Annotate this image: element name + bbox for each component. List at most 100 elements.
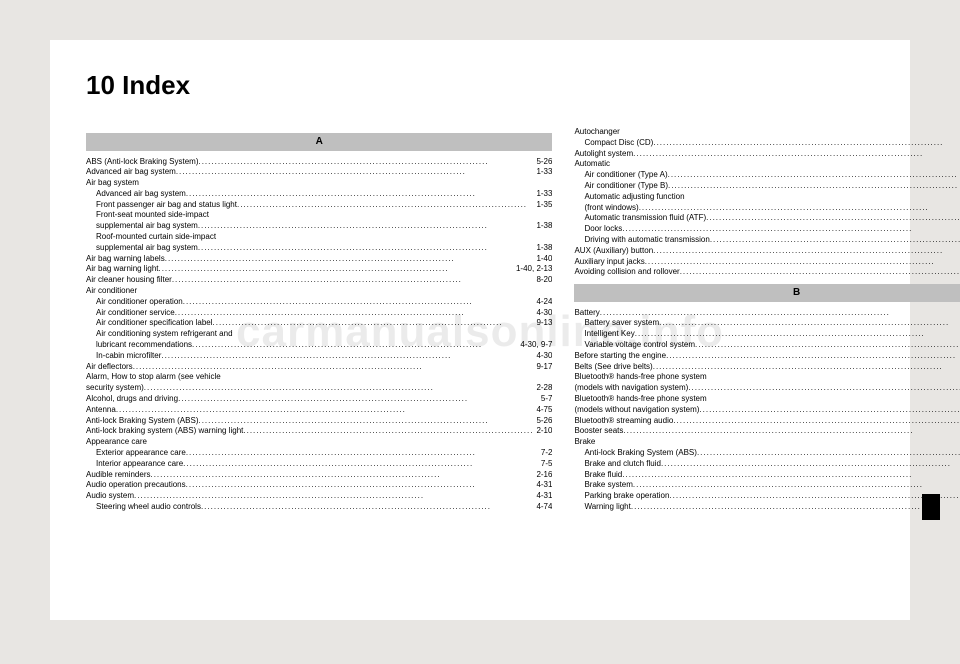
index-entry: Antenna.................................… bbox=[86, 405, 552, 416]
index-heading: Roof-mounted curtain side-impact bbox=[86, 232, 552, 243]
index-page-ref: 1-33 bbox=[533, 189, 552, 200]
index-entry: Battery saver system....................… bbox=[574, 318, 960, 329]
index-entry-label: Driving with automatic transmission bbox=[584, 235, 709, 246]
index-entry-label: Air cleaner housing filter bbox=[86, 275, 172, 286]
index-page-ref: 4-75 bbox=[533, 405, 552, 416]
index-heading: Air conditioning system refrigerant and bbox=[86, 329, 552, 340]
index-heading: Automatic adjusting function bbox=[574, 192, 960, 203]
index-leader-dots: ........................................… bbox=[669, 491, 960, 502]
index-leader-dots: ........................................… bbox=[172, 275, 534, 286]
index-page-ref: 9-13 bbox=[533, 318, 552, 329]
manual-page: 10 Index A ABS (Anti-lock Braking System)… bbox=[50, 40, 910, 620]
index-entry: (front windows).........................… bbox=[574, 203, 960, 214]
chapter-title: 10 Index bbox=[86, 70, 874, 101]
index-heading: Air conditioner bbox=[86, 286, 552, 297]
index-entry: Audible reminders.......................… bbox=[86, 470, 552, 481]
index-entry: AUX (Auxiliary) button..................… bbox=[574, 246, 960, 257]
index-page-ref: 4-30 bbox=[533, 308, 552, 319]
index-page-ref: 1-38 bbox=[533, 221, 552, 232]
index-leader-dots: ........................................… bbox=[688, 383, 960, 394]
index-page-ref: 1-40 bbox=[533, 254, 552, 265]
index-entry-label: Door locks bbox=[584, 224, 622, 235]
index-page-ref: 9-17 bbox=[533, 362, 552, 373]
index-column-1: A ABS (Anti-lock Braking System).........… bbox=[86, 127, 552, 513]
index-heading-label: Bluetooth® hands-free phone system bbox=[574, 372, 706, 383]
index-leader-dots: ........................................… bbox=[213, 318, 534, 329]
index-entry: Bluetooth® streaming audio..............… bbox=[574, 416, 960, 427]
index-entry: Brake fluid.............................… bbox=[574, 470, 960, 481]
index-entry: ABS (Anti-lock Braking System)..........… bbox=[86, 157, 552, 168]
index-entry-label: Interior appearance care bbox=[96, 459, 183, 470]
index-entry-label: Air bag warning light bbox=[86, 264, 158, 275]
index-leader-dots: ........................................… bbox=[198, 416, 533, 427]
index-heading-label: Air conditioner bbox=[86, 286, 137, 297]
index-entry-label: Anti-lock Braking System (ABS) bbox=[86, 416, 198, 427]
index-heading-label: Bluetooth® hands-free phone system bbox=[574, 394, 706, 405]
index-leader-dots: ........................................… bbox=[706, 213, 960, 224]
index-page-ref: 1-38 bbox=[533, 243, 552, 254]
index-entry-label: Parking brake operation bbox=[584, 491, 669, 502]
index-entry-label: (models with navigation system) bbox=[574, 383, 688, 394]
index-entry: Intelligent Key.........................… bbox=[574, 329, 960, 340]
index-heading: Alarm, How to stop alarm (see vehicle bbox=[86, 372, 552, 383]
index-leader-dots: ........................................… bbox=[134, 491, 533, 502]
index-entry: security system)........................… bbox=[86, 383, 552, 394]
index-entry: Exterior appearance care................… bbox=[86, 448, 552, 459]
index-leader-dots: ........................................… bbox=[243, 426, 533, 437]
index-leader-dots: ........................................… bbox=[133, 362, 534, 373]
index-entry: Before starting the engine..............… bbox=[574, 351, 960, 362]
index-entry-label: Audio operation precautions bbox=[86, 480, 186, 491]
index-entry-label: Before starting the engine bbox=[574, 351, 666, 362]
index-entry-label: Autolight system bbox=[574, 149, 633, 160]
index-entry: Anti-lock Braking System (ABS)..........… bbox=[86, 416, 552, 427]
index-page-ref: 4-31 bbox=[533, 480, 552, 491]
index-heading-label: Air conditioning system refrigerant and bbox=[96, 329, 233, 340]
index-leader-dots: ........................................… bbox=[192, 340, 517, 351]
index-leader-dots: ........................................… bbox=[697, 448, 960, 459]
index-entry: Driving with automatic transmission.....… bbox=[574, 235, 960, 246]
index-entry-label: Brake fluid bbox=[584, 470, 622, 481]
index-entry-label: supplemental air bag system bbox=[96, 243, 198, 254]
index-entry: supplemental air bag system.............… bbox=[86, 243, 552, 254]
index-heading: Autochanger bbox=[574, 127, 960, 138]
index-entry: Air conditioner (Type A)................… bbox=[574, 170, 960, 181]
index-leader-dots: ........................................… bbox=[150, 470, 533, 481]
index-entry-label: Battery bbox=[574, 308, 599, 319]
index-leader-dots: ........................................… bbox=[186, 189, 534, 200]
index-page-ref: 1-35 bbox=[533, 200, 552, 211]
index-letter-header: B bbox=[574, 284, 960, 302]
index-leader-dots: ........................................… bbox=[653, 138, 960, 149]
index-entry-label: (front windows) bbox=[584, 203, 638, 214]
index-page-ref: 5-7 bbox=[538, 394, 553, 405]
index-entry-label: Bluetooth® streaming audio bbox=[574, 416, 673, 427]
section-tab bbox=[922, 494, 940, 520]
index-leader-dots: ........................................… bbox=[631, 502, 960, 513]
index-entry: Air conditioner operation...............… bbox=[86, 297, 552, 308]
index-heading-label: Autochanger bbox=[574, 127, 619, 138]
index-heading: Appearance care bbox=[86, 437, 552, 448]
index-entry: Avoiding collision and rollover.........… bbox=[574, 267, 960, 278]
index-page-ref: 4-30 bbox=[533, 351, 552, 362]
index-leader-dots: ........................................… bbox=[198, 221, 534, 232]
index-page-ref: 2-28 bbox=[533, 383, 552, 394]
index-letter-header: A bbox=[86, 133, 552, 151]
index-entry: (models without navigation system)......… bbox=[574, 405, 960, 416]
index-leader-dots: ........................................… bbox=[633, 480, 960, 491]
index-entry-label: ABS (Anti-lock Braking System) bbox=[86, 157, 198, 168]
index-entry-label: supplemental air bag system bbox=[96, 221, 198, 232]
index-entry-label: Warning light bbox=[584, 502, 630, 513]
index-leader-dots: ........................................… bbox=[622, 224, 960, 235]
index-page-ref: 4-74 bbox=[533, 502, 552, 513]
index-entry: (models with navigation system).........… bbox=[574, 383, 960, 394]
index-entry: lubricant recommendations...............… bbox=[86, 340, 552, 351]
index-leader-dots: ........................................… bbox=[639, 203, 960, 214]
index-leader-dots: ........................................… bbox=[699, 405, 960, 416]
index-entry: Brake and clutch fluid..................… bbox=[574, 459, 960, 470]
index-entry: Belts (See drive belts).................… bbox=[574, 362, 960, 373]
index-entry: supplemental air bag system.............… bbox=[86, 221, 552, 232]
index-entry-label: Advanced air bag system bbox=[96, 189, 186, 200]
index-entry-label: Front passenger air bag and status light bbox=[96, 200, 237, 211]
index-heading-label: Brake bbox=[574, 437, 595, 448]
index-entry-label: Advanced air bag system bbox=[86, 167, 176, 178]
index-leader-dots: ........................................… bbox=[710, 235, 960, 246]
